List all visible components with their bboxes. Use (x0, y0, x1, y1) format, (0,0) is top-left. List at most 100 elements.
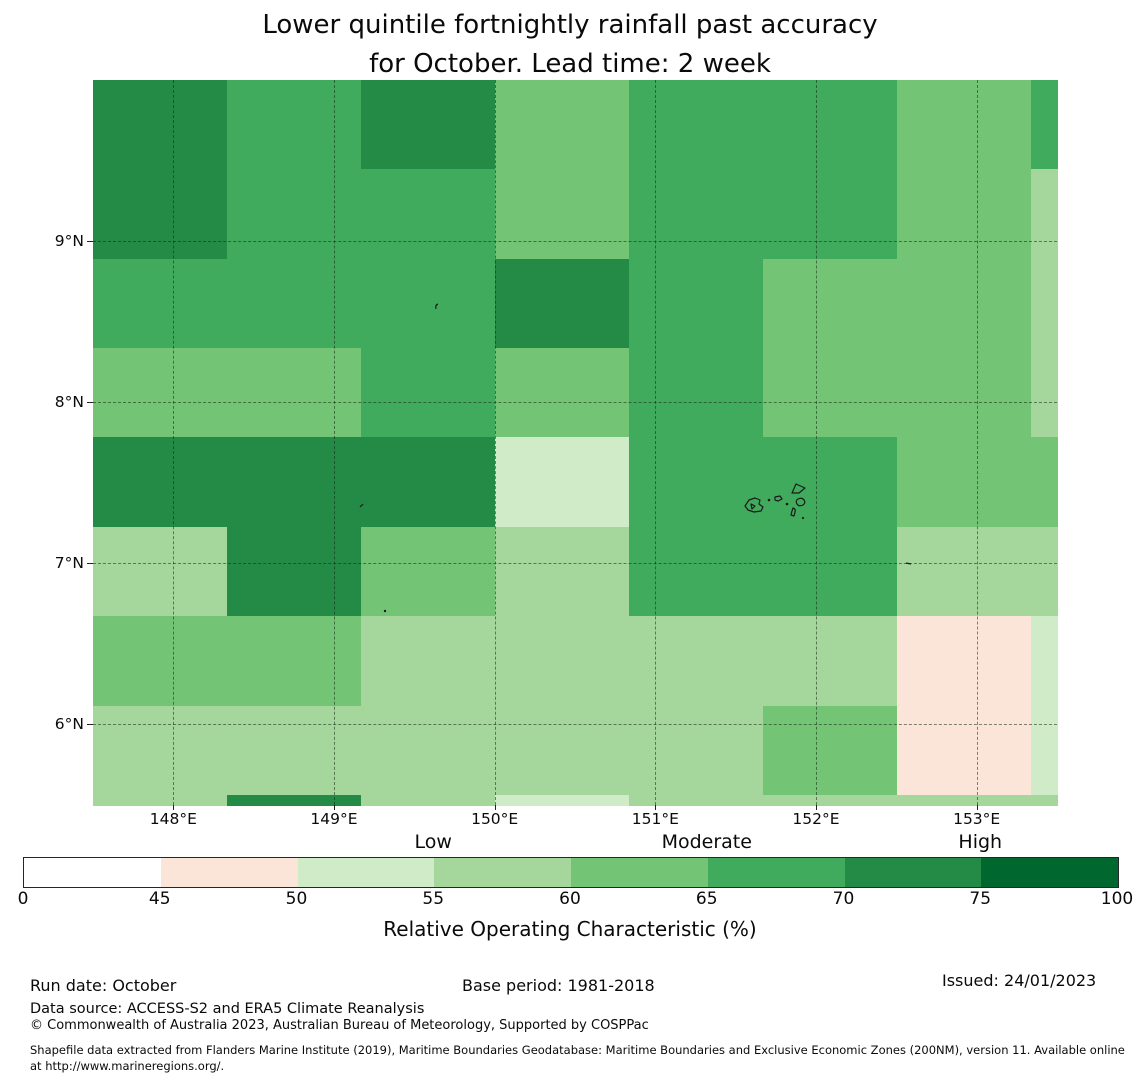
colorbar-segment-60-65 (571, 858, 708, 887)
heatmap-cell (227, 706, 362, 796)
y-tick-mark (87, 241, 93, 243)
heatmap-cell (763, 348, 898, 438)
island-outline (791, 483, 806, 494)
colorbar (23, 857, 1119, 888)
heatmap-cell (1031, 616, 1058, 707)
heatmap-cell (1031, 348, 1058, 438)
heatmap-cell (93, 437, 228, 528)
x-tick-mark (494, 805, 496, 810)
heatmap-cell (629, 259, 764, 349)
islet-dot (801, 516, 805, 520)
heatmap-cell (495, 527, 630, 617)
heatmap-cell (763, 527, 898, 617)
x-tick-label: 150°E (471, 810, 519, 828)
island-outline (905, 562, 912, 565)
colorbar-category-labels: Low Moderate High (0, 831, 1140, 855)
data-source-text: Data source: ACCESS-S2 and ERA5 Climate … (30, 1001, 425, 1017)
heatmap-cell (495, 706, 630, 796)
heatmap-cell (897, 169, 1032, 260)
heatmap-cell (93, 527, 228, 617)
heatmap-cell (227, 795, 362, 806)
heatmap-cell (361, 437, 496, 528)
heatmap-cell (227, 527, 362, 617)
heatmap-cell (1031, 437, 1058, 528)
gridline-parallel (93, 724, 1057, 726)
island-outline (750, 503, 756, 510)
heatmap-cell (93, 80, 228, 170)
heatmap-cell (629, 169, 764, 260)
x-tick-mark (173, 805, 175, 810)
colorbar-segment-55-60 (434, 858, 571, 887)
heatmap-cell (361, 80, 496, 170)
heatmap-cell (227, 259, 362, 349)
heatmap-cell (763, 616, 898, 707)
heatmap-cell (361, 795, 496, 806)
chart-title-line1: Lower quintile fortnightly rainfall past… (262, 10, 878, 40)
heatmap-cell (361, 616, 496, 707)
heatmap-cell (897, 259, 1032, 349)
heatmap-cell (227, 437, 362, 528)
heatmap-cell (1031, 527, 1058, 617)
heatmap-cell (495, 80, 630, 170)
y-tick-label: 7°N (54, 554, 84, 573)
heatmap-cell (629, 348, 764, 438)
heatmap-cell (227, 80, 362, 170)
heatmap-cell (93, 348, 228, 438)
x-tick-mark (655, 805, 657, 810)
heatmap-cell (763, 437, 898, 528)
heatmap-cell (93, 259, 228, 349)
y-tick-mark (87, 402, 93, 404)
heatmap-cell (629, 437, 764, 528)
colorbar-title: Relative Operating Characteristic (%) (383, 917, 757, 941)
x-tick-mark (976, 805, 978, 810)
gridline-parallel (93, 563, 1057, 565)
issued-date-text: Issued: 24/01/2023 (942, 971, 1097, 990)
island-outline (435, 303, 439, 310)
island-outline (795, 497, 806, 507)
y-tick-mark (87, 563, 93, 565)
colorbar-tick-label: 50 (285, 889, 308, 909)
gridline-parallel (93, 241, 1057, 243)
x-tick-label: 151°E (631, 810, 679, 828)
island-coastlines (359, 303, 912, 613)
heatmap-cell (361, 527, 496, 617)
heatmap-cell (1031, 259, 1058, 349)
heatmap-cell (495, 259, 630, 349)
gridline-meridian (655, 80, 657, 805)
heatmap-cell (93, 169, 228, 260)
heatmap-cell (629, 795, 764, 806)
heatmap-cell (763, 80, 898, 170)
heatmap-cell (495, 616, 630, 707)
colorbar-segment-45-50 (160, 858, 298, 887)
y-tick-label: 6°N (54, 715, 84, 734)
colorbar-tick-label: 65 (695, 889, 718, 909)
heatmap-cell (1031, 795, 1058, 806)
base-period-text: Base period: 1981-2018 (462, 976, 655, 995)
heatmap-cell (629, 80, 764, 170)
gridline-meridian (334, 80, 335, 805)
gridline-meridian (816, 80, 817, 805)
island-outline (774, 495, 783, 502)
heatmap-cell (361, 706, 496, 796)
chart-title-line2: for October. Lead time: 2 week (369, 49, 771, 79)
colorbar-category-low: Low (414, 831, 452, 853)
colorbar-tick-label: 0 (17, 889, 29, 909)
colorbar-segment-0-45 (24, 858, 161, 887)
y-tick-mark (87, 724, 93, 726)
colorbar-category-moderate: Moderate (661, 831, 752, 853)
heatmap-cell (897, 348, 1032, 438)
heatmap-cell (897, 80, 1032, 170)
heatmap-cell (495, 169, 630, 260)
heatmap-cell (763, 706, 898, 796)
heatmap-cell (93, 706, 228, 796)
island-outline (790, 507, 796, 517)
y-tick-label: 9°N (54, 232, 84, 251)
heatmap-cell (763, 169, 898, 260)
x-tick-label: 149°E (310, 810, 358, 828)
heatmap-cell (763, 795, 898, 806)
heatmap-cell (93, 795, 228, 806)
heatmap-cell (763, 259, 898, 349)
heatmap-cell (629, 527, 764, 617)
copyright-text: © Commonwealth of Australia 2023, Austra… (30, 1018, 649, 1033)
heatmap-cell (93, 616, 228, 707)
